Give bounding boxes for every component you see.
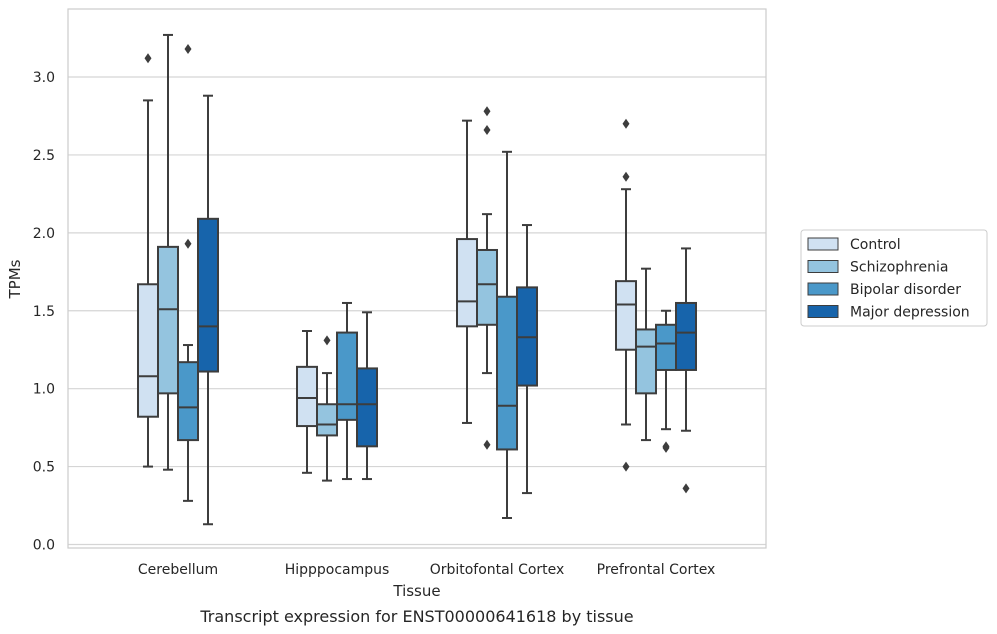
x-tick-label: Orbitofontal Cortex xyxy=(430,562,565,578)
box-group xyxy=(197,94,219,526)
outlier-point xyxy=(622,118,630,129)
box-group xyxy=(296,330,318,474)
x-axis-label: Tissue xyxy=(392,582,440,600)
box xyxy=(336,331,358,421)
x-axis-ticks: Cerebellum Hipppocampus Orbitofontal Corte… xyxy=(138,562,715,578)
outlier-point xyxy=(622,461,630,472)
box xyxy=(356,367,378,448)
y-tick-label: 1.5 xyxy=(33,304,55,320)
x-tick-label: Hipppocampus xyxy=(285,562,390,578)
legend-swatch xyxy=(807,282,839,296)
x-tick-label: Cerebellum xyxy=(138,562,218,578)
legend-frame xyxy=(800,229,988,327)
box xyxy=(177,361,199,442)
box-group xyxy=(137,53,159,468)
legend: Control Schizophrenia Bipolar disorder Majo… xyxy=(800,229,988,327)
box-group xyxy=(516,224,538,495)
outlier-point xyxy=(622,171,630,182)
box-group xyxy=(356,311,378,481)
x-tick-label: Prefrontal Cortex xyxy=(597,562,716,578)
y-tick-label: 0.0 xyxy=(33,538,55,554)
box xyxy=(476,248,498,326)
outlier-point xyxy=(483,124,491,135)
box xyxy=(635,328,657,395)
box-group xyxy=(615,118,637,472)
box-group xyxy=(635,267,657,442)
box xyxy=(456,238,478,328)
box xyxy=(615,280,637,351)
box xyxy=(197,217,219,373)
outlier-point xyxy=(184,238,192,249)
y-tick-label: 1.0 xyxy=(33,382,55,398)
legend-swatch xyxy=(807,237,839,251)
legend-swatch xyxy=(807,260,839,273)
y-tick-label: 0.5 xyxy=(33,460,55,476)
plot-frame xyxy=(67,8,767,549)
box xyxy=(137,283,159,418)
y-tick-label: 2.0 xyxy=(33,226,55,242)
box xyxy=(655,323,677,371)
y-axis-label: TPMs xyxy=(6,259,24,299)
legend-label: Bipolar disorder xyxy=(850,282,961,298)
legend-label: Schizophrenia xyxy=(850,260,948,276)
legend-label: Control xyxy=(850,237,901,253)
outlier-point xyxy=(662,442,670,453)
box xyxy=(316,403,338,437)
y-tick-label: 3.0 xyxy=(33,70,55,86)
box-group xyxy=(157,33,179,471)
box-group xyxy=(675,247,697,494)
chart-caption: Transcript expression for ENST0000064161… xyxy=(199,607,633,626)
box-group xyxy=(456,119,478,424)
box-group xyxy=(476,106,498,450)
outlier-point xyxy=(483,106,491,117)
y-axis-ticks: 0.0 0.5 1.0 1.5 2.0 2.5 3.0 xyxy=(33,70,55,553)
outlier-point xyxy=(323,335,331,346)
box-group xyxy=(655,309,677,453)
box xyxy=(296,365,318,428)
legend-swatch xyxy=(807,305,839,318)
outlier-point xyxy=(184,43,192,54)
box-group xyxy=(496,150,518,520)
box-group xyxy=(336,301,358,481)
outlier-point xyxy=(682,483,690,494)
box xyxy=(496,295,518,451)
y-tick-label: 2.5 xyxy=(33,148,55,164)
box xyxy=(157,245,179,395)
legend-label: Major depression xyxy=(850,305,970,321)
box-group xyxy=(177,43,199,502)
box-group xyxy=(316,335,338,482)
outlier-point xyxy=(483,439,491,450)
outlier-point xyxy=(144,53,152,64)
box xyxy=(675,301,697,371)
plot-area xyxy=(137,33,697,526)
